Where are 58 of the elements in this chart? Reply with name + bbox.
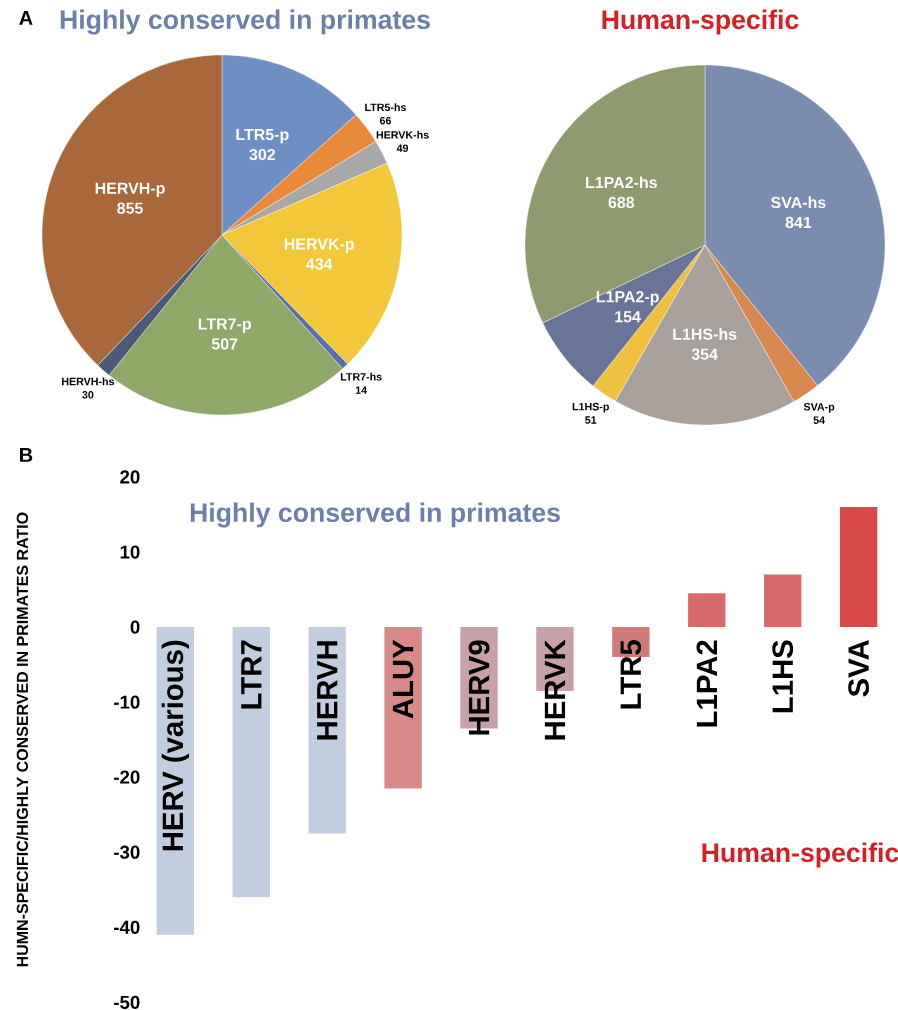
slice-label: SVA-p: [803, 403, 835, 413]
data-label: 688: [608, 196, 635, 209]
y-tick-label: -30: [114, 845, 140, 859]
slice-label: HERVK-hs: [376, 130, 429, 139]
slice-label: LTR7-p: [198, 318, 251, 333]
bar: [384, 627, 422, 789]
slice-label: LTR5-hs: [365, 103, 406, 112]
x-tick-label: HERVH: [317, 641, 338, 740]
data-label: 54: [813, 416, 825, 424]
bar: [688, 593, 726, 628]
y-axis-title: HUMN-SPECIFIC/HIGHLY CONSERVED IN PRIMATES RATIO: [16, 512, 29, 967]
y-tick-label: -40: [114, 920, 140, 934]
slice-label: SVA-hs: [771, 196, 826, 209]
bar: [232, 627, 270, 898]
slice-label: L1PA2-hs: [586, 176, 657, 189]
chart-title: Highly conserved in primates: [60, 9, 430, 35]
data-label: 302: [249, 148, 276, 161]
slice-label: L1PA2-p: [596, 291, 659, 306]
data-label: 434: [306, 258, 333, 270]
y-tick-label: 0: [130, 620, 140, 634]
text: B: [20, 448, 33, 462]
x-tick-label: L1PA2: [696, 640, 718, 727]
slice-label: LTR7-hs: [340, 372, 382, 381]
slice-label: HERVH-p: [95, 182, 165, 198]
text: A: [19, 11, 33, 25]
data-label: 66: [379, 116, 391, 125]
y-tick-label: 10: [120, 545, 140, 559]
x-tick-label: HERV9: [468, 640, 490, 735]
x-tick-label: SVA: [848, 640, 870, 697]
data-label: 507: [211, 338, 238, 350]
annotation: Highly conserved in primates: [190, 502, 560, 528]
slice-label: L1HS-hs: [673, 328, 737, 340]
data-label: 354: [691, 348, 718, 360]
y-tick-label: -20: [114, 770, 140, 784]
x-tick-label: LTR5: [620, 640, 642, 709]
x-tick-label: HERV (various): [161, 640, 190, 851]
chart-title: Human-specific: [602, 9, 799, 35]
x-tick-label: HERVK: [544, 639, 566, 740]
data-label: 14: [355, 386, 368, 394]
data-label: 855: [117, 202, 143, 214]
slice-label: HERVK-p: [284, 238, 354, 253]
bar: [839, 507, 878, 628]
data-label: 841: [785, 216, 812, 229]
bar: [764, 574, 802, 628]
slice-label: LTR5-p: [236, 129, 289, 144]
data-label: 154: [615, 311, 641, 323]
data-label: 51: [585, 416, 597, 424]
x-tick-label: LTR7: [241, 640, 262, 709]
data-label: 49: [396, 144, 409, 152]
slice-label: L1HS-p: [572, 402, 609, 413]
x-tick-label: L1HS: [772, 640, 794, 713]
slice-label: HERVH-hs: [62, 377, 115, 386]
y-tick-label: 20: [120, 470, 140, 484]
y-tick-label: -50: [114, 995, 140, 1009]
x-tick-label: ALUY: [392, 639, 414, 719]
data-label: 30: [82, 391, 94, 399]
annotation: Human-specific: [702, 842, 898, 868]
y-tick-label: -10: [114, 695, 140, 709]
